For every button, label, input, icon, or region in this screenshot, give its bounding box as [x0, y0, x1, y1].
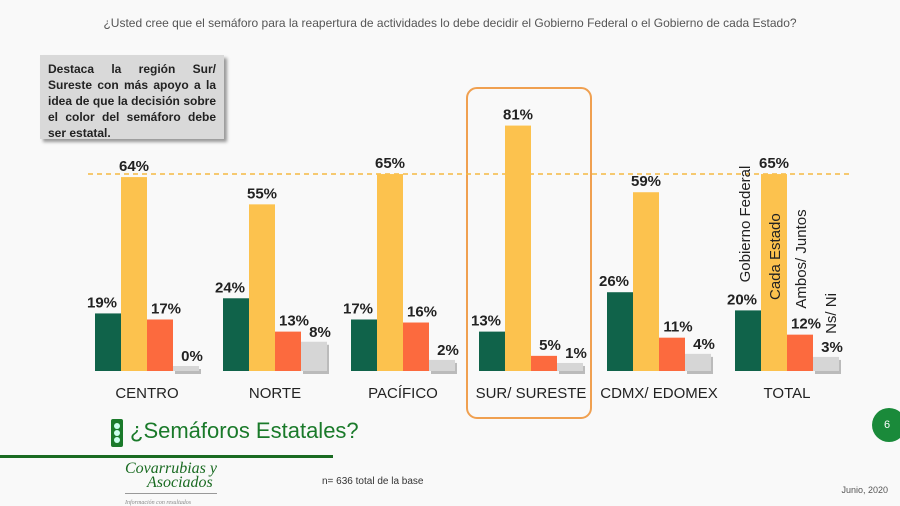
value-label: 1%	[565, 345, 587, 362]
bar	[351, 319, 377, 371]
bar	[377, 174, 403, 371]
bar	[735, 310, 761, 371]
value-label: 17%	[343, 300, 373, 317]
bar	[761, 174, 787, 371]
bar	[505, 125, 531, 371]
value-label: 17%	[151, 300, 181, 317]
category-label: PACÍFICO	[368, 385, 438, 402]
value-label: 55%	[247, 185, 277, 202]
value-label: 11%	[663, 319, 692, 336]
legend-label: Ns/ Ni	[823, 293, 840, 334]
bar	[659, 337, 685, 371]
bar	[685, 353, 711, 371]
value-label: 0%	[181, 348, 203, 365]
value-label: 64%	[119, 158, 149, 175]
traffic-light-icon	[111, 419, 123, 447]
bar	[249, 204, 275, 371]
question-title: ¿Usted cree que el semáforo para la reap…	[103, 16, 797, 30]
value-label: 12%	[791, 316, 821, 333]
value-label: 2%	[437, 342, 459, 359]
legend-label: Ambos/ Juntos	[793, 209, 810, 308]
bar	[479, 331, 505, 371]
bar	[223, 298, 249, 371]
category-label: CDMX/ EDOMEX	[600, 385, 718, 402]
legend-label: Cada Estado	[767, 213, 784, 300]
company-logo: Covarrubias y Asociados Información con re…	[125, 461, 217, 506]
section-subtitle: ¿Semáforos Estatales?	[130, 418, 359, 443]
value-label: 81%	[503, 107, 533, 124]
bar	[301, 341, 327, 371]
category-label: SUR/ SURESTE	[476, 385, 587, 402]
bar-shadow	[175, 369, 201, 374]
bar	[403, 322, 429, 371]
bar	[147, 319, 173, 371]
legend-label: Gobierno Federal	[737, 166, 754, 283]
bar	[787, 334, 813, 371]
value-label: 65%	[375, 155, 405, 172]
bar	[173, 366, 199, 371]
bar	[813, 356, 839, 371]
page-number: 6	[872, 408, 900, 442]
value-label: 13%	[471, 313, 501, 330]
value-label: 24%	[215, 279, 245, 296]
highlight-note: Destaca la región Sur/ Sureste con más a…	[40, 55, 224, 140]
divider	[0, 455, 333, 458]
bar	[607, 292, 633, 371]
bar	[429, 359, 455, 371]
value-label: 13%	[279, 313, 309, 330]
value-label: 19%	[87, 294, 117, 311]
value-label: 4%	[693, 336, 715, 353]
value-label: 26%	[599, 273, 629, 290]
bar	[95, 313, 121, 371]
date: Junio, 2020	[841, 485, 888, 495]
value-label: 3%	[821, 339, 843, 356]
value-label: 65%	[759, 155, 789, 172]
bar	[633, 192, 659, 371]
bar	[557, 362, 583, 371]
sample-size-note: n= 636 total de la base	[322, 476, 424, 487]
value-label: 8%	[309, 324, 331, 341]
highlight-box	[466, 87, 592, 419]
value-label: 59%	[631, 173, 661, 190]
value-label: 16%	[407, 304, 437, 321]
category-label: TOTAL	[764, 385, 811, 402]
category-label: CENTRO	[115, 385, 178, 402]
value-label: 20%	[727, 291, 757, 308]
bar	[275, 331, 301, 371]
bar	[121, 177, 147, 371]
category-label: NORTE	[249, 385, 301, 402]
bar	[531, 355, 557, 371]
value-label: 5%	[539, 337, 561, 354]
